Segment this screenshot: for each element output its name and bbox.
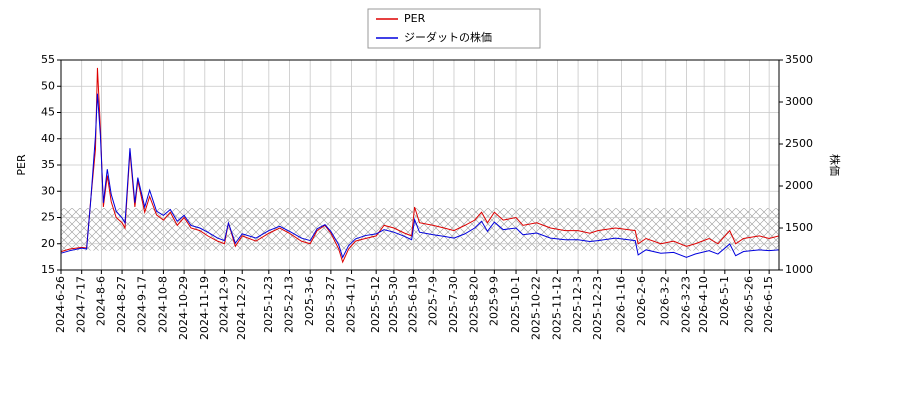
- y-tick-label: 50: [41, 79, 55, 92]
- y2-tick-label: 2000: [785, 179, 813, 192]
- x-tick-label: 2024-10-8: [156, 276, 169, 333]
- y-axis-label: PER: [15, 154, 28, 176]
- x-tick-label: 2025-9-9: [487, 276, 500, 326]
- x-tick-label: 2026-5-26: [742, 276, 755, 333]
- x-tick-label: 2025-5-30: [387, 276, 400, 333]
- x-tick-label: 2026-4-10: [697, 276, 710, 333]
- legend-label: PER: [404, 12, 426, 25]
- y-tick-label: 30: [41, 184, 55, 197]
- x-tick-label: 2025-11-12: [550, 276, 563, 340]
- x-tick-label: 2025-2-13: [282, 276, 295, 333]
- y2-tick-label: 1500: [785, 221, 813, 234]
- x-tick-label: 2026-5-1: [718, 276, 731, 326]
- x-tick-label: 2026-1-16: [614, 276, 627, 333]
- y2-tick-label: 2500: [785, 137, 813, 150]
- x-tick-label: 2026-3-2: [659, 276, 672, 326]
- x-tick-label: 2025-7-30: [447, 276, 460, 333]
- x-tick-label: 2025-6-19: [407, 276, 420, 333]
- x-tick-label: 2024-12-27: [235, 276, 248, 340]
- y-tick-label: 20: [41, 237, 55, 250]
- x-tick-label: 2024-8-27: [115, 276, 128, 333]
- x-tick-label: 2026-3-23: [679, 276, 692, 333]
- x-tick-label: 2024-6-26: [54, 276, 67, 333]
- x-tick-label: 2024-8-6: [94, 276, 107, 326]
- legend-label: ジーダットの株価: [404, 30, 492, 44]
- plot-frame: [60, 59, 780, 271]
- x-tick-label: 2024-9-17: [136, 276, 149, 333]
- x-tick-label: 2026-6-15: [762, 276, 775, 333]
- x-tick-label: 2025-1-23: [262, 276, 275, 333]
- y2-axis-label: 株価: [828, 154, 842, 176]
- y2-tick-label: 3500: [785, 53, 813, 66]
- y-tick-label: 55: [41, 53, 55, 66]
- x-tick-label: 2025-10-22: [530, 276, 543, 340]
- y2-tick-label: 3000: [785, 95, 813, 108]
- y-tick-label: 40: [41, 132, 55, 145]
- y-tick-label: 15: [41, 263, 55, 276]
- x-tick-label: 2024-11-19: [198, 276, 211, 340]
- x-tick-label: 2024-12-9: [217, 276, 230, 333]
- x-tick-label: 2025-3-27: [324, 276, 337, 333]
- x-tick-label: 2025-7-9: [426, 276, 439, 326]
- x-tick-label: 2025-5-12: [369, 276, 382, 333]
- y-tick-label: 25: [41, 211, 55, 224]
- y-tick-label: 45: [41, 106, 55, 119]
- x-tick-label: 2026-2-6: [635, 276, 648, 326]
- y2-tick-label: 1000: [785, 263, 813, 276]
- x-tick-label: 2025-12-23: [591, 276, 604, 340]
- x-tick-label: 2025-4-17: [345, 276, 358, 333]
- x-tick-label: 2024-7-17: [75, 276, 88, 333]
- x-tick-label: 2025-8-20: [468, 276, 481, 333]
- y-tick-label: 35: [41, 158, 55, 171]
- x-tick-label: 2025-12-3: [571, 276, 584, 333]
- x-tick-label: 2025-10-1: [509, 276, 522, 333]
- x-tick-label: 2024-10-29: [177, 276, 190, 340]
- legend: [367, 8, 541, 49]
- series-line: [60, 93, 780, 259]
- x-tick-label: 2025-3-6: [303, 276, 316, 326]
